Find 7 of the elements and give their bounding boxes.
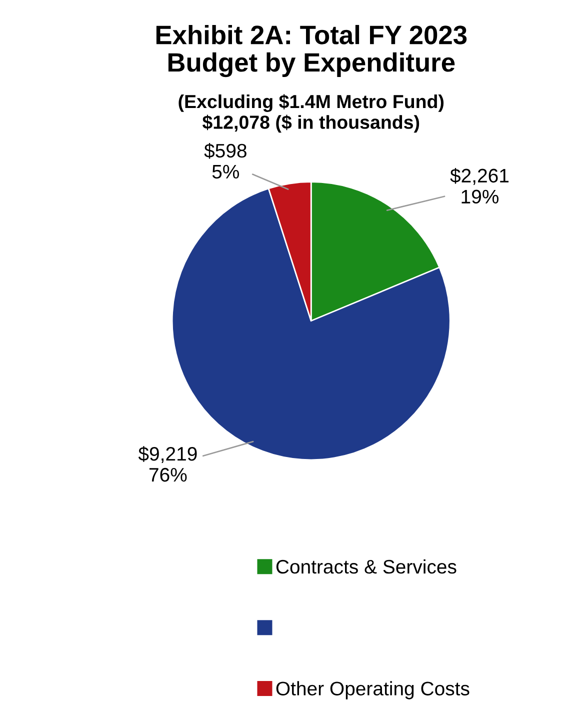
data-label: $2,261 19% xyxy=(450,168,509,204)
legend-label: Contracts & Services xyxy=(276,559,456,574)
chart-subtitle: (Excluding $1.4M Metro Fund) $12,078 ($ in thousands) xyxy=(178,94,444,133)
data-label: $598 5% xyxy=(204,143,246,179)
legend-label: Other Operating Costs xyxy=(276,681,470,700)
data-label: $9,219 76% xyxy=(138,446,197,482)
chart-title: Exhibit 2A: Total FY 2023 Budget by Expenditure xyxy=(156,24,467,78)
